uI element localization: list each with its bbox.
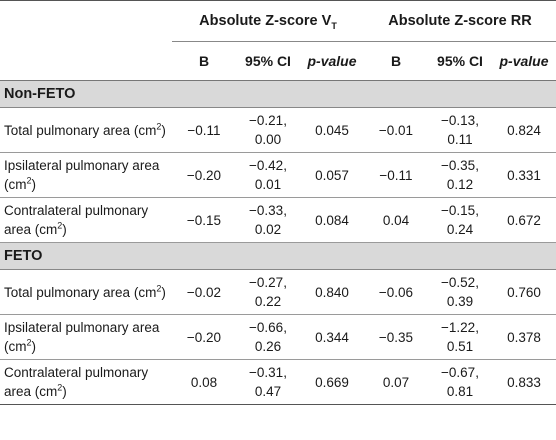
cell-ci: −0.13, 0.11 [428,107,492,153]
cell-ci: −0.21, 0.00 [236,107,300,153]
col-header-p: p-value [300,41,364,81]
cell-ci: −1.22, 0.51 [428,314,492,360]
col-header-b: B [364,41,428,81]
section-row: Non-FETO [0,80,556,108]
col-header-p: p-value [492,41,556,81]
row-label: Total pulmonary area (cm2) [0,107,172,153]
section-row: FETO [0,242,556,270]
cell-ci: −0.33, 0.02 [236,197,300,243]
row-label: Contralateral pulmonary area (cm2) [0,197,172,243]
cell-b: −0.11 [172,107,236,153]
group-header-row: Absolute Z-score VT Absolute Z-score RR [0,0,556,42]
cell-b: −0.20 [172,152,236,198]
cell-ci: −0.27, 0.22 [236,269,300,315]
corner-cell [0,0,172,42]
table-row: Contralateral pulmonary area (cm2) 0.08 … [0,359,556,405]
cell-b: −0.01 [364,107,428,153]
group-header-rr: Absolute Z-score RR [364,0,556,42]
cell-ci: −0.67, 0.81 [428,359,492,405]
cell-b: −0.20 [172,314,236,360]
cell-ci: −0.15, 0.24 [428,197,492,243]
cell-b: −0.02 [172,269,236,315]
table-row: Contralateral pulmonary area (cm2) −0.15… [0,197,556,243]
cell-p: 0.824 [492,107,556,153]
section-title: FETO [0,242,556,270]
cell-b: −0.15 [172,197,236,243]
row-label: Ipsilateral pulmonary area (cm2) [0,314,172,360]
cell-p: 0.344 [300,314,364,360]
cell-b: 0.07 [364,359,428,405]
cell-b: −0.35 [364,314,428,360]
cell-p: 0.084 [300,197,364,243]
group-header-vt: Absolute Z-score VT [172,0,364,42]
column-header-row: B 95% CI p-value B 95% CI p-value [0,41,556,81]
table-row: Total pulmonary area (cm2) −0.11 −0.21, 0… [0,107,556,153]
cell-p: 0.331 [492,152,556,198]
col-header-b: B [172,41,236,81]
cell-p: 0.840 [300,269,364,315]
cell-b: −0.11 [364,152,428,198]
col-header-ci: 95% CI [428,41,492,81]
cell-p: 0.669 [300,359,364,405]
cell-ci: −0.42, 0.01 [236,152,300,198]
cell-p: 0.760 [492,269,556,315]
section-title: Non-FETO [0,80,556,108]
cell-b: 0.08 [172,359,236,405]
cell-ci: −0.66, 0.26 [236,314,300,360]
corner-cell-2 [0,41,172,81]
cell-ci: −0.31, 0.47 [236,359,300,405]
table-row: Ipsilateral pulmonary area (cm2) −0.20 −… [0,314,556,360]
results-table: Absolute Z-score VT Absolute Z-score RR … [0,0,556,405]
cell-b: −0.06 [364,269,428,315]
cell-p: 0.672 [492,197,556,243]
cell-p: 0.833 [492,359,556,405]
row-label: Contralateral pulmonary area (cm2) [0,359,172,405]
cell-p: 0.378 [492,314,556,360]
row-label: Ipsilateral pulmonary area (cm2) [0,152,172,198]
cell-b: 0.04 [364,197,428,243]
table-row: Total pulmonary area (cm2) −0.02 −0.27, 0… [0,269,556,315]
cell-p: 0.057 [300,152,364,198]
cell-p: 0.045 [300,107,364,153]
table-row: Ipsilateral pulmonary area (cm2) −0.20 −… [0,152,556,198]
row-label: Total pulmonary area (cm2) [0,269,172,315]
cell-ci: −0.35, 0.12 [428,152,492,198]
cell-ci: −0.52, 0.39 [428,269,492,315]
col-header-ci: 95% CI [236,41,300,81]
